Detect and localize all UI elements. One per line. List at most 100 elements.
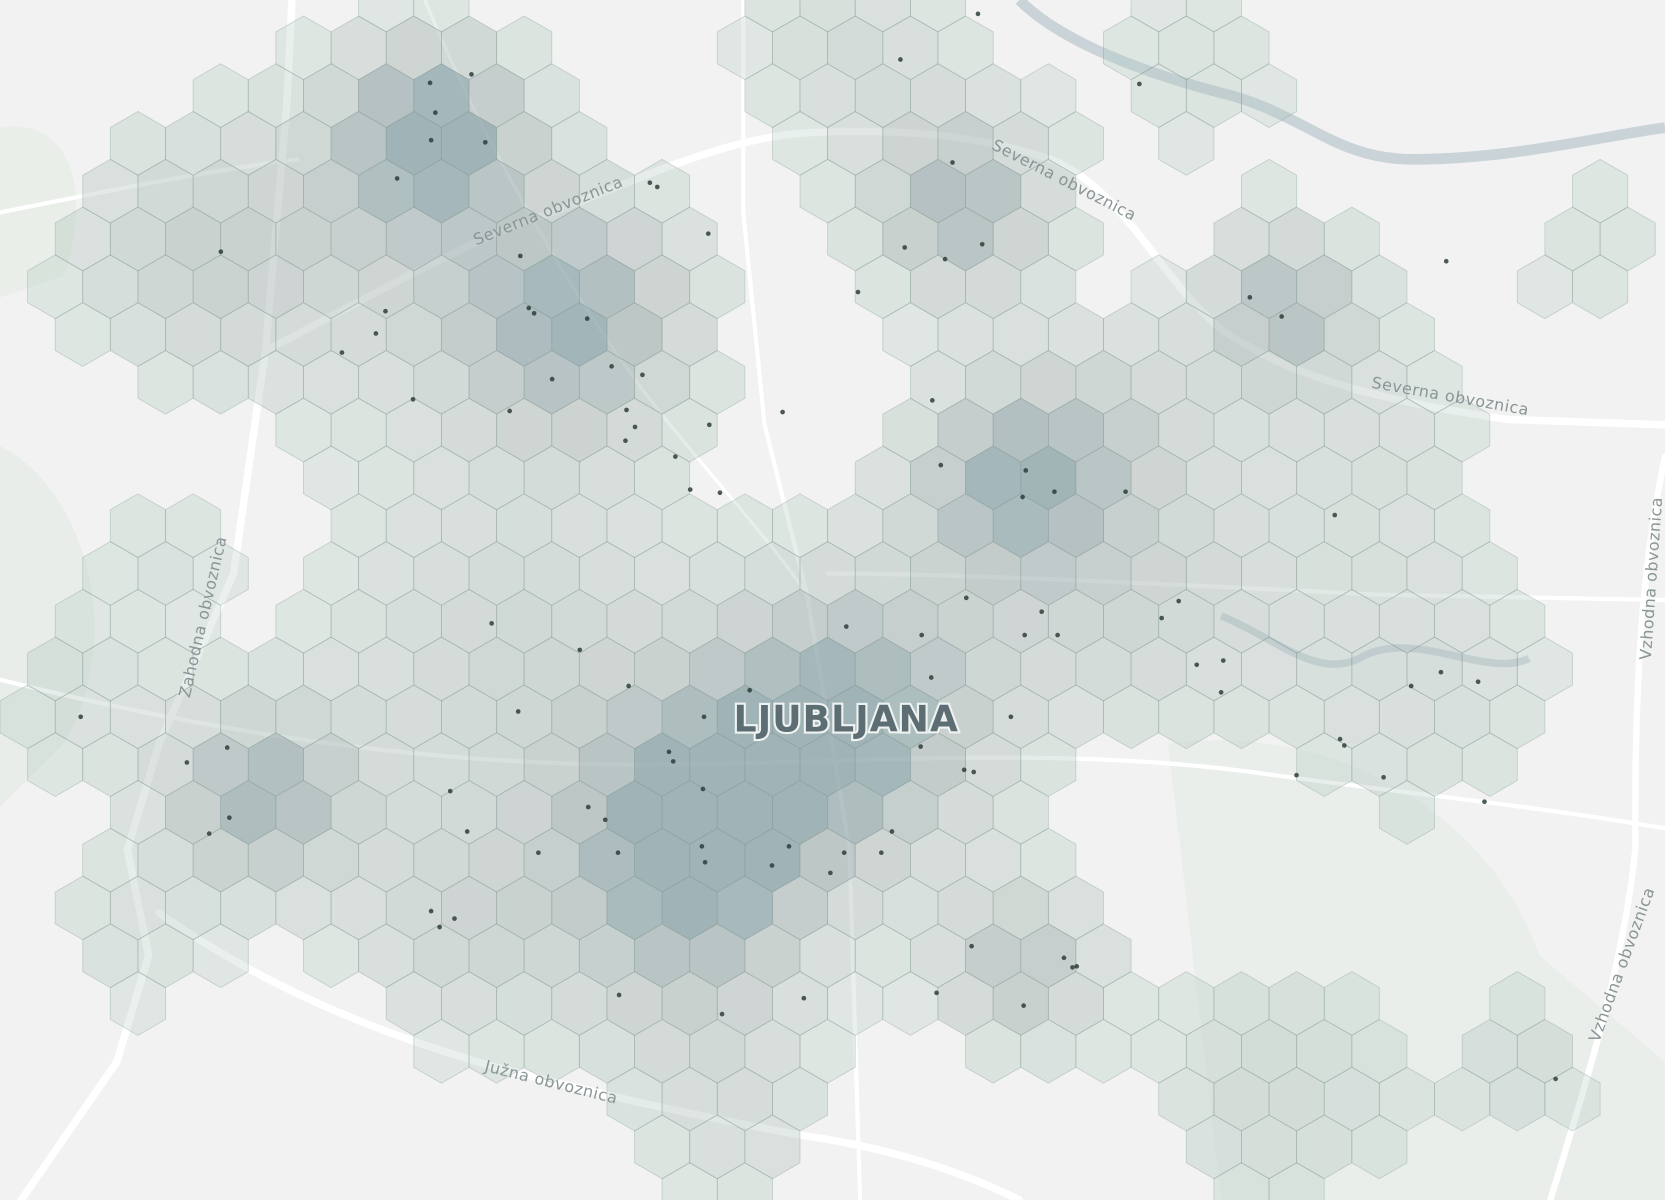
hexbin <box>1075 636 1132 702</box>
hexbin <box>1406 541 1463 606</box>
point <box>410 396 416 402</box>
hexbin <box>137 541 194 606</box>
hexbin <box>1047 206 1104 272</box>
point <box>1247 295 1253 300</box>
hexbin <box>1296 636 1353 702</box>
hexbin <box>1103 684 1160 750</box>
point <box>971 769 977 775</box>
hexbin <box>551 971 608 1036</box>
hexbin <box>523 541 580 606</box>
point <box>1023 468 1029 473</box>
hexbin <box>468 923 525 989</box>
hexbin <box>744 1114 801 1180</box>
hexbin <box>54 302 111 367</box>
hexbin <box>1158 588 1215 654</box>
hexbin <box>606 1066 663 1132</box>
hexbin <box>1378 780 1436 845</box>
hexbin <box>27 254 84 320</box>
hexbin <box>1323 493 1380 559</box>
hexbin <box>82 158 139 224</box>
hexbin <box>468 1018 525 1084</box>
hexbin <box>413 541 470 606</box>
hexbin <box>689 1114 746 1180</box>
hexbin <box>1130 636 1187 702</box>
point <box>1074 964 1080 969</box>
hexbin <box>440 588 498 654</box>
point <box>609 364 614 369</box>
hexbin <box>275 875 332 941</box>
point <box>898 57 903 62</box>
hexbin <box>992 684 1049 750</box>
hexbin <box>1489 971 1546 1036</box>
hexbin <box>827 971 884 1036</box>
hexbin <box>772 971 829 1036</box>
hexbin <box>772 493 829 559</box>
point <box>427 80 433 86</box>
point-layer <box>78 11 1558 1082</box>
hexbin <box>1434 684 1491 750</box>
point <box>1294 772 1299 778</box>
hexbin <box>1406 636 1463 702</box>
point <box>654 184 660 190</box>
hexbin <box>82 732 139 797</box>
point <box>934 990 939 996</box>
hexbin <box>1572 254 1629 320</box>
point <box>670 759 676 764</box>
hexbin <box>827 875 884 941</box>
point <box>464 829 470 834</box>
point <box>452 916 457 921</box>
hexbin <box>1268 302 1325 367</box>
hexbin <box>0 684 56 750</box>
hexbin <box>1213 15 1270 81</box>
hexbin <box>1434 588 1491 654</box>
hexbin <box>1296 1114 1353 1180</box>
hexbin <box>247 636 304 702</box>
point <box>786 844 792 849</box>
hexbin <box>330 875 387 941</box>
hexbin <box>82 636 139 702</box>
point <box>1194 662 1200 668</box>
point <box>975 11 981 17</box>
hexbin <box>689 349 746 415</box>
hexbin <box>247 254 304 320</box>
hexbin <box>689 1018 746 1084</box>
hexbin <box>1351 541 1408 606</box>
hexbin <box>1020 158 1077 224</box>
point <box>1438 669 1444 675</box>
point <box>841 850 847 856</box>
point <box>963 595 969 601</box>
hexbin <box>634 1018 691 1084</box>
point <box>1220 658 1226 663</box>
hexbin <box>1185 636 1242 702</box>
hexbin <box>137 349 194 415</box>
hexbin <box>578 541 635 606</box>
hexbin <box>523 1018 580 1084</box>
hexbin <box>1268 1066 1325 1132</box>
hexbin <box>1103 302 1160 367</box>
point <box>1381 774 1386 780</box>
hexbin <box>165 302 222 367</box>
hexbin <box>992 302 1049 367</box>
point <box>706 422 712 428</box>
hexbin <box>1351 1114 1408 1180</box>
hexbin <box>303 349 360 415</box>
hexbin <box>1158 493 1215 559</box>
hexbin <box>827 15 884 81</box>
hexbin <box>551 493 608 559</box>
hexbin <box>1158 684 1215 750</box>
hexbin <box>275 397 332 463</box>
hexbin <box>1103 971 1160 1036</box>
hexbin <box>1020 732 1077 797</box>
hexbin <box>496 493 553 559</box>
hexbin <box>854 827 911 893</box>
hexbin <box>1213 588 1270 654</box>
point <box>929 398 935 403</box>
point <box>1039 609 1045 615</box>
hexbin <box>440 397 498 463</box>
point <box>1055 632 1060 638</box>
point <box>1443 258 1449 264</box>
hexbin <box>1434 493 1491 559</box>
hexbin <box>854 63 911 128</box>
point <box>536 850 541 856</box>
